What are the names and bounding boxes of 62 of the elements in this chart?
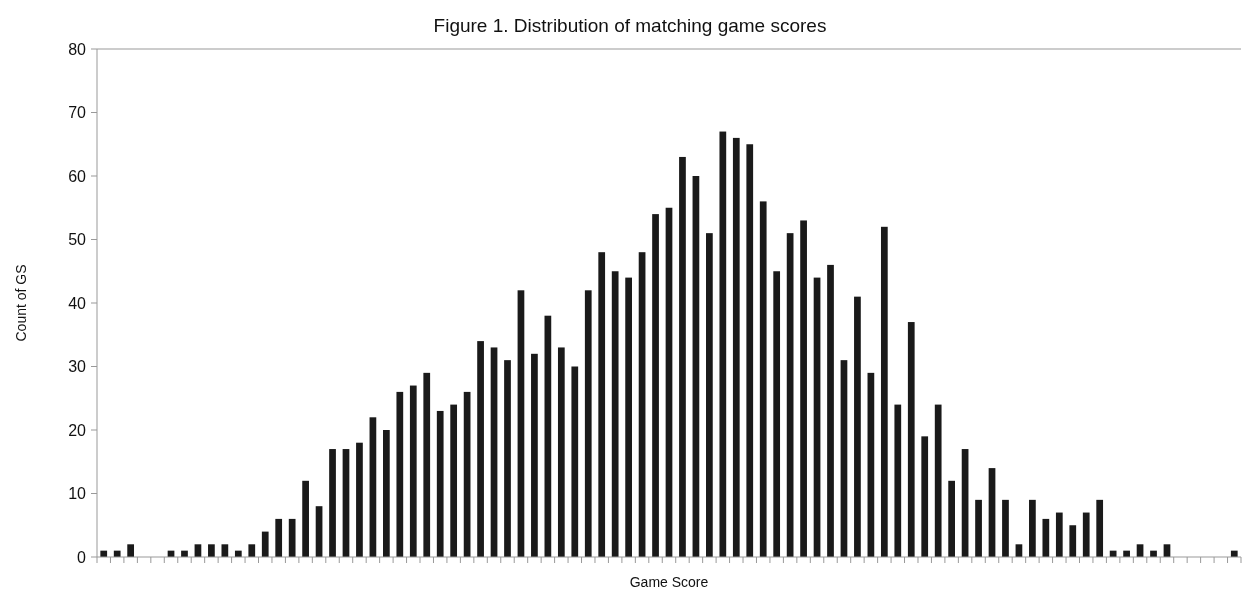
chart-title: Figure 1. Distribution of matching game scores	[433, 15, 827, 36]
bar	[652, 214, 659, 557]
bar	[732, 137, 740, 557]
bar	[275, 518, 283, 557]
y-tick-label: 50	[68, 231, 87, 249]
bar	[383, 430, 390, 557]
bar	[329, 449, 336, 557]
bar	[827, 264, 834, 557]
bar	[948, 480, 955, 557]
bar	[907, 322, 915, 557]
y-axis-title: Count of GS	[13, 264, 29, 342]
bar	[746, 144, 754, 557]
bar	[894, 404, 902, 557]
y-tick-label: 0	[77, 548, 87, 566]
x-axis-title: Game Score	[629, 574, 709, 590]
bar	[208, 544, 215, 557]
bar	[1042, 518, 1050, 557]
bar	[261, 531, 269, 557]
bar	[1082, 512, 1090, 557]
bar	[1069, 525, 1077, 557]
bar	[625, 277, 632, 557]
y-tick-label: 80	[68, 40, 87, 58]
bar	[423, 372, 431, 557]
y-tick-label: 40	[68, 294, 87, 312]
bar	[584, 290, 592, 557]
y-tick-label: 30	[68, 358, 87, 376]
bar	[773, 271, 781, 557]
bar	[800, 220, 807, 557]
bar	[302, 480, 309, 557]
y-tick-label: 20	[68, 421, 87, 439]
bar	[1029, 499, 1036, 557]
bar	[127, 544, 135, 557]
bar	[571, 366, 579, 557]
bar	[854, 296, 861, 557]
bar	[706, 233, 713, 557]
bar	[531, 353, 538, 557]
bar	[477, 341, 484, 557]
y-tick-label: 60	[68, 167, 87, 185]
bar	[288, 518, 296, 557]
bar	[248, 544, 256, 557]
bar	[921, 436, 929, 557]
bar	[719, 131, 727, 557]
y-tick-label: 10	[68, 485, 87, 503]
bar	[759, 201, 767, 557]
bar	[679, 156, 686, 557]
bar	[1096, 499, 1104, 557]
y-tick-label: 70	[68, 104, 87, 122]
bar	[880, 226, 888, 557]
bar	[356, 442, 363, 557]
bar	[611, 271, 619, 557]
bar	[557, 347, 565, 557]
bar	[221, 544, 229, 557]
bar	[504, 360, 511, 557]
bar	[450, 404, 458, 557]
bar	[1055, 512, 1063, 557]
bar	[409, 385, 417, 557]
bar	[598, 252, 606, 557]
bar	[436, 410, 444, 557]
bar	[975, 499, 982, 557]
bar	[1002, 499, 1009, 557]
bar	[934, 404, 942, 557]
bar	[396, 391, 404, 557]
